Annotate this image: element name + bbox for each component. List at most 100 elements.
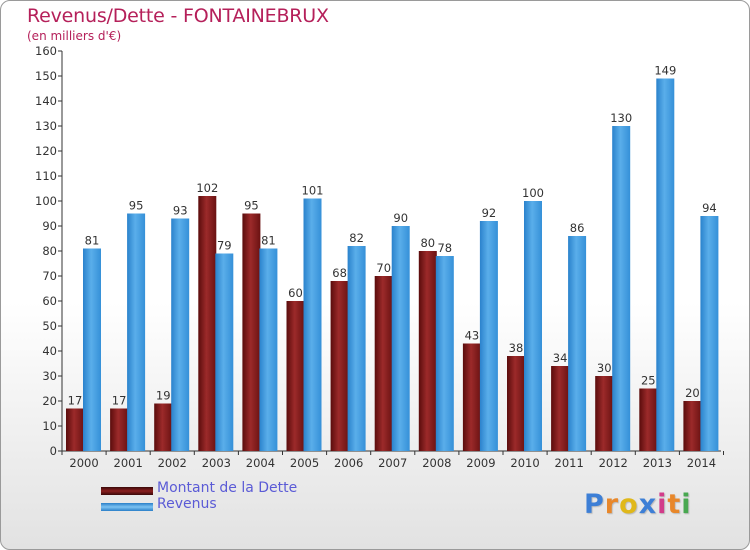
data-label-dette: 34 — [553, 351, 568, 365]
data-label-revenus: 149 — [654, 64, 676, 78]
bar-revenus — [171, 218, 190, 451]
legend-swatch-dette — [101, 487, 153, 495]
x-tick-label: 2011 — [555, 456, 584, 470]
y-tick-label: 130 — [35, 119, 57, 133]
data-label-dette: 80 — [420, 236, 435, 250]
y-tick-label: 30 — [42, 369, 57, 383]
y-tick-label: 40 — [42, 344, 57, 358]
data-label-revenus: 81 — [85, 234, 100, 248]
data-label-revenus: 90 — [393, 211, 408, 225]
bar-revenus — [435, 256, 454, 451]
bar-revenus — [215, 253, 234, 451]
bar-revenus — [524, 201, 542, 451]
data-labels: 17 17 19 102 95 60 68 70 80 43 38 34 30 25 20 81 95 93 79 8… — [68, 64, 717, 408]
bar-revenus — [347, 246, 366, 451]
data-label-dette: 17 — [112, 394, 127, 408]
x-tick-label: 2006 — [334, 456, 363, 470]
legend-swatch-revenus — [101, 503, 153, 511]
bar-dette — [242, 213, 261, 451]
chart-bars — [66, 78, 719, 451]
y-tick-label: 70 — [42, 269, 57, 283]
data-label-dette: 25 — [641, 374, 656, 388]
data-label-dette: 19 — [156, 389, 171, 403]
y-tick-label: 10 — [42, 419, 57, 433]
bar-dette — [110, 408, 129, 451]
y-tick-label: 20 — [42, 394, 57, 408]
y-tick-label: 100 — [35, 194, 57, 208]
data-label-dette: 102 — [196, 181, 218, 195]
y-tick-label: 110 — [35, 169, 57, 183]
y-tick-label: 120 — [35, 144, 57, 158]
x-tick-label: 2001 — [114, 456, 143, 470]
bar-dette — [418, 251, 437, 451]
y-tick-label: 80 — [42, 244, 57, 258]
x-tick-label: 2009 — [466, 456, 495, 470]
x-tick-label: 2002 — [158, 456, 187, 470]
y-tick-label: 60 — [42, 294, 57, 308]
x-tick-label: 2008 — [422, 456, 451, 470]
bar-dette — [330, 281, 349, 451]
data-label-revenus: 86 — [570, 221, 585, 235]
x-tick-label: 2004 — [246, 456, 275, 470]
data-label-dette: 70 — [376, 261, 391, 275]
data-label-revenus: 78 — [437, 241, 452, 255]
x-tick-label: 2007 — [378, 456, 407, 470]
data-label-revenus: 130 — [610, 111, 632, 125]
bar-dette — [595, 376, 614, 451]
data-label-dette: 30 — [597, 361, 612, 375]
data-label-revenus: 82 — [349, 231, 364, 245]
bar-revenus — [391, 226, 410, 451]
y-tick-label: 140 — [35, 94, 57, 108]
bar-revenus — [259, 248, 278, 451]
data-label-revenus: 92 — [482, 206, 497, 220]
x-tick-label: 2005 — [290, 456, 319, 470]
x-tick-label: 2012 — [599, 456, 628, 470]
bar-revenus — [83, 248, 101, 451]
bar-revenus — [612, 126, 631, 451]
bar-dette — [374, 276, 393, 451]
proxiti-logo: Proxiti — [584, 489, 692, 520]
data-label-dette: 60 — [288, 286, 303, 300]
legend-label-dette: Montant de la Dette — [157, 480, 298, 496]
legend-label-revenus: Revenus — [157, 496, 217, 512]
y-tick-label: 0 — [50, 444, 57, 458]
data-label-dette: 17 — [68, 394, 83, 408]
bar-dette — [198, 196, 217, 451]
y-tick-label: 90 — [42, 219, 57, 233]
data-label-revenus: 95 — [129, 199, 144, 213]
chart-title: Revenus/Dette - FONTAINEBRUX — [27, 5, 329, 27]
bar-dette — [154, 403, 173, 451]
bar-dette — [462, 343, 481, 451]
bar-dette — [66, 408, 84, 451]
bar-revenus — [656, 78, 675, 451]
x-tick-label: 2013 — [643, 456, 672, 470]
bar-revenus — [700, 216, 719, 451]
data-label-revenus: 101 — [302, 184, 324, 198]
bar-revenus — [479, 221, 498, 451]
data-label-revenus: 94 — [702, 201, 717, 215]
x-tick-label: 2000 — [69, 456, 98, 470]
data-label-dette: 43 — [465, 329, 480, 343]
y-tick-label: 50 — [42, 319, 57, 333]
data-label-revenus: 93 — [173, 204, 188, 218]
x-tick-label: 2010 — [510, 456, 539, 470]
bar-dette — [551, 366, 570, 451]
data-label-revenus: 81 — [261, 234, 276, 248]
bar-dette — [639, 388, 658, 451]
x-tick-label: 2014 — [687, 456, 716, 470]
bar-dette — [507, 356, 525, 451]
data-label-revenus: 100 — [522, 186, 544, 200]
data-label-dette: 20 — [685, 386, 700, 400]
data-label-dette: 95 — [244, 199, 259, 213]
bar-dette — [286, 301, 305, 451]
y-tick-label: 150 — [35, 69, 57, 83]
data-label-dette: 68 — [332, 266, 347, 280]
unit-label: (en milliers d'€) — [27, 29, 122, 43]
bar-revenus — [568, 236, 587, 451]
y-tick-label: 160 — [35, 44, 57, 58]
bar-revenus — [303, 198, 322, 451]
bar-revenus — [127, 213, 146, 451]
x-tick-label: 2003 — [202, 456, 231, 470]
data-label-dette: 38 — [509, 341, 524, 355]
